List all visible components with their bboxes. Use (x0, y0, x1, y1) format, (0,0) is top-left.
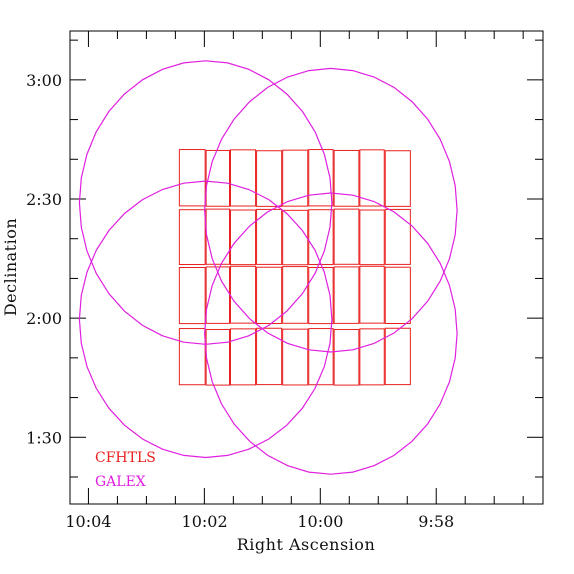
cfhtls-field-rect (178, 209, 206, 266)
cfhtls-field-rect (359, 265, 385, 324)
cfhtls-field-rect (178, 149, 206, 207)
galex-field-circle (78, 60, 333, 345)
cfhtls-field-rect (333, 149, 360, 207)
y-tick-label: 2:00 (26, 309, 62, 328)
cfhtls-field-rect (282, 149, 309, 207)
galex-field-circle (203, 67, 458, 353)
y-tick-label: 3:00 (26, 71, 62, 90)
x-tick-label: 9:58 (418, 512, 454, 531)
cfhtls-field-rect (256, 266, 283, 324)
cfhtls-field-rect (229, 209, 257, 266)
cfhtls-field-rect (178, 328, 206, 386)
cfhtls-field-rect (282, 266, 309, 324)
cfhtls-field-rect (205, 266, 230, 324)
y-tick-label: 1:30 (26, 428, 62, 447)
cfhtls-field-rect (229, 265, 257, 324)
axis-ticks (70, 31, 543, 504)
cfhtls-field-rect (384, 327, 411, 386)
cfhtls-field-rect (229, 328, 257, 386)
cfhtls-field-rect (308, 328, 334, 386)
cfhtls-field-rect (282, 328, 309, 386)
cfhtls-fields (178, 149, 411, 386)
cfhtls-field-rect (178, 267, 206, 325)
cfhtls-field-rect (256, 208, 283, 265)
galex-fields (78, 60, 458, 475)
cfhtls-field-rect (384, 208, 411, 265)
tick-labels: 10:04 10:02 10:00 9:58 1:30 2:00 2:30 3:00 (26, 71, 454, 531)
galex-field-circle (203, 192, 458, 475)
cfhtls-field-rect (359, 149, 385, 207)
cfhtls-field-rect (384, 266, 411, 324)
cfhtls-field-rect (229, 149, 257, 207)
cfhtls-field-rect (333, 266, 360, 324)
cfhtls-field-rect (384, 150, 411, 207)
x-axis-label: Right Ascension (237, 535, 376, 554)
cfhtls-field-rect (308, 209, 334, 266)
x-tick-label: 10:04 (65, 512, 111, 531)
legend-galex: GALEX (95, 474, 146, 490)
cfhtls-field-rect (359, 209, 385, 266)
y-axis-label: Declination (1, 218, 20, 316)
cfhtls-field-rect (205, 328, 230, 386)
y-tick-label: 2:30 (26, 190, 62, 209)
legend-cfhtls: CFHTLS (95, 450, 156, 466)
plot-frame (69, 30, 544, 505)
cfhtls-field-rect (308, 149, 334, 207)
cfhtls-field-rect (308, 267, 334, 325)
x-tick-label: 10:02 (182, 512, 228, 531)
cfhtls-field-rect (333, 328, 360, 386)
cfhtls-field-rect (282, 209, 309, 266)
cfhtls-field-rect (359, 328, 385, 386)
galex-field-circle (78, 180, 333, 459)
cfhtls-field-rect (205, 208, 230, 265)
cfhtls-field-rect (256, 327, 283, 386)
cfhtls-field-rect (205, 149, 230, 207)
cfhtls-field-rect (333, 208, 360, 265)
x-tick-label: 10:00 (297, 512, 343, 531)
cfhtls-field-rect (256, 150, 283, 207)
